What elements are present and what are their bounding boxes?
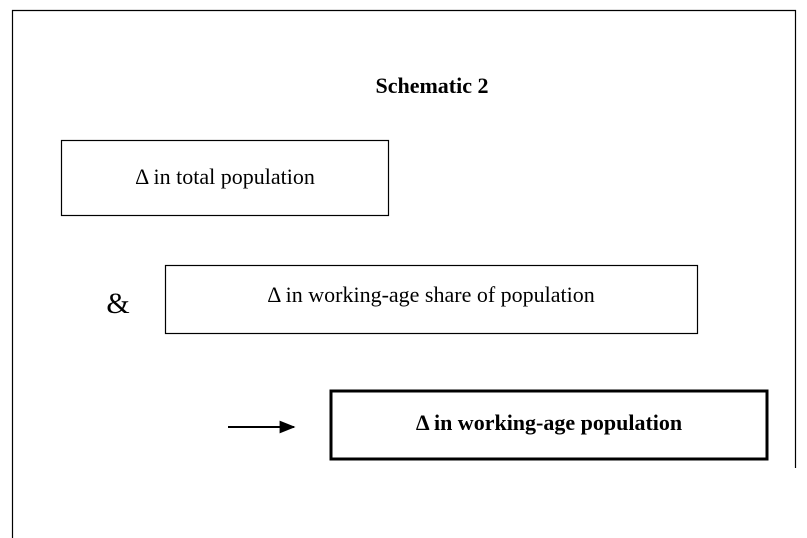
- connector: &: [106, 287, 129, 320]
- frame: [11, 9, 797, 538]
- box: [329, 389, 769, 461]
- title: Schematic 2: [375, 73, 488, 98]
- box: [164, 264, 699, 335]
- node-label: Δ in working-age population: [416, 410, 682, 435]
- node-label: Δ in working-age share of population: [267, 282, 595, 307]
- box: [60, 139, 390, 217]
- node-label: Δ in total population: [135, 164, 315, 189]
